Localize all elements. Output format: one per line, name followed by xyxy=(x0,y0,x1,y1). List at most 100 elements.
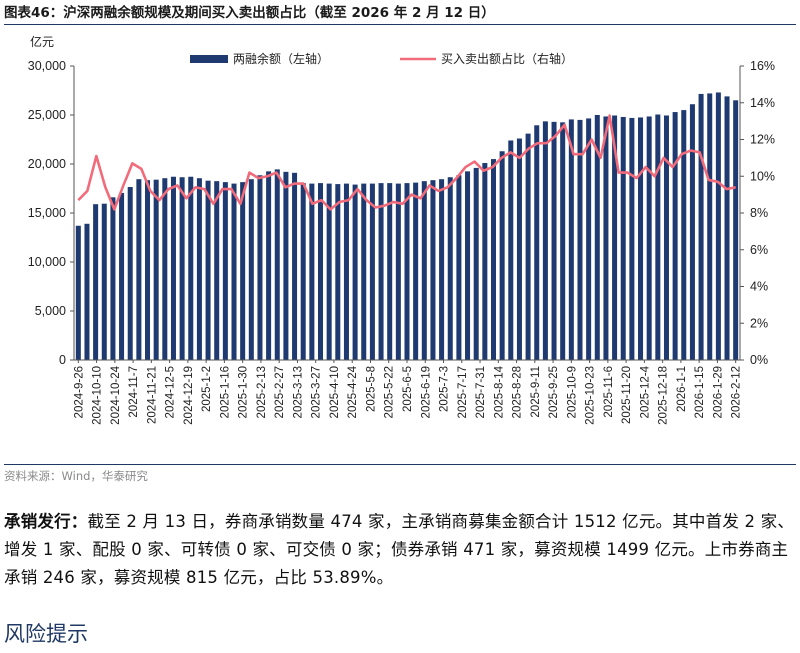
x-tick-label: 2025-2-27 xyxy=(274,366,286,418)
bar-margin-balance xyxy=(447,177,453,360)
left-tick-label: 15,000 xyxy=(28,206,66,220)
bar-margin-balance xyxy=(456,175,462,360)
right-tick-label: 16% xyxy=(750,59,775,73)
bar-margin-balance xyxy=(525,133,531,360)
x-tick-label: 2024-10-24 xyxy=(110,365,122,424)
bar-margin-balance xyxy=(231,183,237,360)
bar-margin-balance xyxy=(594,115,600,360)
bar-margin-balance xyxy=(162,178,168,360)
bar-margin-balance xyxy=(698,93,704,361)
x-tick-label: 2025-1-2 xyxy=(201,366,213,412)
bar-margin-balance xyxy=(663,115,669,361)
x-tick-label: 2025-3-27 xyxy=(311,366,323,418)
x-tick-label: 2025-10-23 xyxy=(585,366,597,425)
bar-margin-balance xyxy=(266,171,272,360)
x-tick-label: 2025-7-3 xyxy=(439,366,451,412)
bar-margin-balance xyxy=(188,176,194,360)
bar-margin-balance xyxy=(119,192,125,360)
left-tick-label: 5,000 xyxy=(35,304,66,318)
bar-margin-balance xyxy=(93,204,99,360)
bar-margin-balance xyxy=(196,178,202,360)
right-tick-label: 10% xyxy=(750,169,775,183)
bar-margin-balance xyxy=(369,183,375,360)
bar-margin-balance xyxy=(421,181,427,360)
x-tick-label: 2025-4-10 xyxy=(329,366,341,418)
bar-margin-balance xyxy=(733,100,739,361)
bar-margin-balance xyxy=(395,183,401,360)
right-tick-label: 4% xyxy=(750,280,768,294)
x-tick-label: 2026-1-15 xyxy=(694,366,706,418)
bar-margin-balance xyxy=(482,163,488,360)
bar-margin-balance xyxy=(222,182,228,360)
left-tick-label: 30,000 xyxy=(28,59,66,73)
left-axis-unit: 亿元 xyxy=(30,34,54,49)
bar-margin-balance xyxy=(292,172,298,360)
bar-margin-balance xyxy=(248,179,254,360)
left-tick-label: 25,000 xyxy=(28,108,66,122)
x-tick-label: 2025-9-11 xyxy=(530,366,542,418)
bar-margin-balance xyxy=(300,183,306,360)
figure-label: 图表46： xyxy=(4,5,64,21)
bar-margin-balance xyxy=(127,187,133,360)
right-tick-label: 12% xyxy=(750,133,775,147)
line-turnover-ratio xyxy=(77,114,736,211)
right-tick-label: 14% xyxy=(750,96,775,110)
x-tick-label: 2025-1-30 xyxy=(238,366,250,418)
bar-margin-balance xyxy=(439,179,445,360)
x-tick-label: 2025-9-25 xyxy=(548,366,560,418)
x-tick-label: 2024-11-7 xyxy=(128,366,140,418)
bar-margin-balance xyxy=(352,184,358,360)
x-tick-label: 2024-11-21 xyxy=(146,366,158,424)
bar-margin-balance xyxy=(603,116,609,360)
paragraph-lead: 承销发行： xyxy=(4,512,88,531)
bar-margin-balance xyxy=(689,104,695,360)
x-tick-label: 2025-2-13 xyxy=(256,366,268,418)
bar-margin-balance xyxy=(508,140,514,360)
x-tick-label: 2024-10-10 xyxy=(92,366,104,425)
bar-margin-balance xyxy=(145,180,151,360)
x-tick-label: 2026-1-29 xyxy=(712,366,724,418)
x-tick-label: 2025-7-31 xyxy=(475,366,487,418)
x-tick-label: 2025-11-6 xyxy=(603,366,615,418)
bar-margin-balance xyxy=(542,121,548,361)
bar-margin-balance xyxy=(413,182,419,360)
bar-margin-balance xyxy=(577,119,583,361)
x-tick-label: 2025-1-16 xyxy=(219,366,231,418)
bar-margin-balance xyxy=(101,203,107,360)
section-heading-risk: 风险提示 xyxy=(4,622,88,646)
x-tick-label: 2024-12-19 xyxy=(183,366,195,425)
x-tick-label: 2025-5-8 xyxy=(365,366,377,412)
bar-margin-balance xyxy=(257,175,263,360)
bar-margin-balance xyxy=(516,138,522,360)
underwriting-paragraph: 承销发行：截至 2 月 13 日，券商承销数量 474 家，主承销商募集金额合计… xyxy=(4,508,796,592)
legend-label-bar: 两融余额（左轴） xyxy=(233,51,329,66)
x-tick-label: 2024-9-26 xyxy=(73,366,85,418)
right-tick-label: 8% xyxy=(750,206,768,220)
x-tick-label: 2025-8-28 xyxy=(512,366,524,418)
x-tick-label: 2025-11-20 xyxy=(621,366,633,424)
bar-margin-balance xyxy=(534,125,540,360)
legend: 两融余额（左轴） 买入卖出额占比（右轴） xyxy=(190,51,573,66)
x-tick-label: 2025-5-22 xyxy=(384,366,396,418)
bar-margin-balance xyxy=(378,183,384,360)
left-tick-label: 10,000 xyxy=(28,255,66,269)
bar-margin-balance xyxy=(179,177,185,360)
bar-margin-balance xyxy=(110,197,116,360)
bar-margin-balance xyxy=(612,115,618,361)
x-tick-label: 2025-4-24 xyxy=(347,365,359,418)
line-series-turnover-ratio xyxy=(77,114,736,211)
x-tick-label: 2024-12-5 xyxy=(165,366,177,418)
legend-label-line: 买入卖出额占比（右轴） xyxy=(441,51,573,66)
bar-margin-balance xyxy=(646,116,652,360)
bar-margin-balance xyxy=(724,96,730,360)
bar-margin-balance xyxy=(240,182,246,360)
x-tick-label: 2025-12-4 xyxy=(639,365,651,418)
bar-margin-balance xyxy=(560,122,566,360)
bar-margin-balance xyxy=(309,183,315,360)
bar-margin-balance xyxy=(283,171,289,360)
x-tick-label: 2025-6-19 xyxy=(420,366,432,418)
bar-margin-balance xyxy=(655,114,661,360)
figure-title-text: 沪深两融余额规模及期间买入卖出额占比（截至 2026 年 2 月 12 日） xyxy=(63,5,495,21)
bar-margin-balance xyxy=(430,180,436,360)
margin-balance-chart: 亿元 0 5,000 10,000 15,000 20,000 25,000 30,000 0%… xyxy=(28,34,775,425)
